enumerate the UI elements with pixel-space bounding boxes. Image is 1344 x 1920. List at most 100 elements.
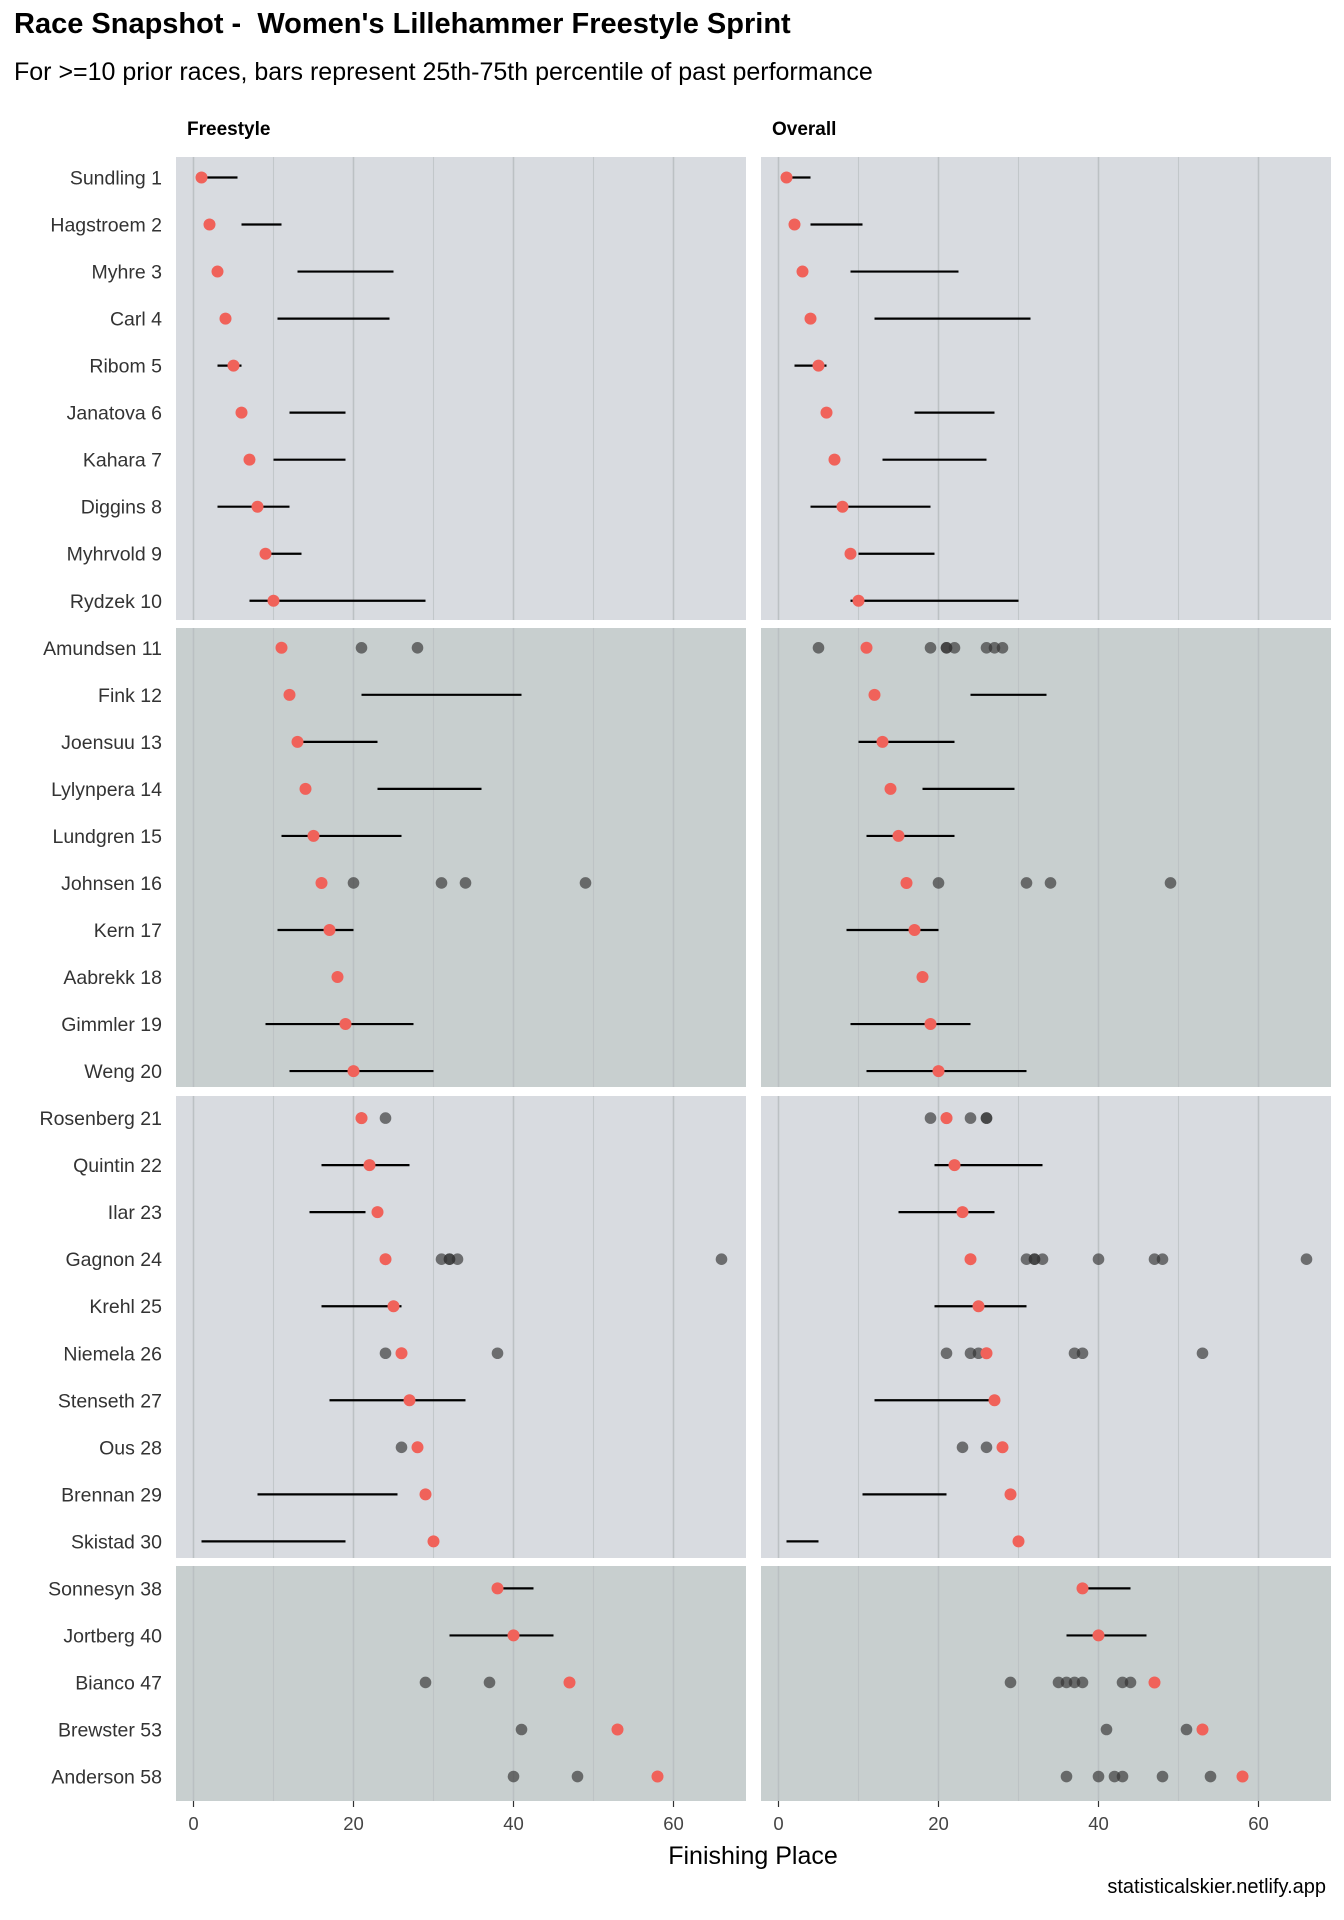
past-race-point bbox=[956, 1441, 969, 1454]
current-place-point bbox=[307, 829, 320, 842]
past-race-point bbox=[964, 1347, 977, 1360]
current-place-point bbox=[868, 688, 881, 701]
current-place-point bbox=[796, 265, 809, 278]
current-place-point bbox=[1076, 1582, 1089, 1595]
past-race-point bbox=[379, 1112, 392, 1124]
athlete-label: Kern 17 bbox=[94, 920, 162, 942]
panel-band bbox=[761, 1096, 1331, 1558]
current-place-point bbox=[411, 1441, 424, 1454]
panel-band bbox=[761, 1566, 1331, 1801]
past-race-point bbox=[395, 1441, 408, 1454]
current-place-point bbox=[900, 876, 913, 889]
current-place-point bbox=[235, 406, 248, 419]
athlete-label: Lylynpera 14 bbox=[51, 779, 162, 801]
past-race-point bbox=[980, 642, 993, 654]
past-race-point bbox=[924, 642, 937, 654]
current-place-point bbox=[299, 782, 312, 795]
past-race-point bbox=[1100, 1723, 1113, 1736]
athlete-label: Brewster 53 bbox=[58, 1719, 162, 1741]
panel-band bbox=[176, 157, 746, 620]
past-race-point bbox=[507, 1770, 520, 1783]
current-place-point bbox=[251, 500, 264, 513]
athlete-label: Bianco 47 bbox=[75, 1672, 162, 1694]
athlete-label: Sundling 1 bbox=[70, 168, 162, 190]
past-race-point bbox=[1076, 1676, 1089, 1689]
x-tick-label: 0 bbox=[773, 1813, 783, 1834]
current-place-point bbox=[932, 1065, 945, 1078]
past-race-point bbox=[1204, 1770, 1217, 1783]
past-race-point bbox=[491, 1347, 504, 1360]
past-race-point bbox=[1180, 1723, 1193, 1736]
current-place-point bbox=[323, 923, 336, 936]
current-place-point bbox=[804, 312, 817, 325]
current-place-point bbox=[379, 1253, 392, 1266]
past-race-point bbox=[411, 642, 424, 654]
past-race-point bbox=[1148, 1253, 1161, 1265]
current-place-point bbox=[1004, 1488, 1017, 1501]
athlete-label: Ous 28 bbox=[99, 1437, 162, 1459]
past-race-point bbox=[435, 877, 448, 889]
past-race-point bbox=[1044, 877, 1057, 889]
past-race-point bbox=[443, 1253, 456, 1265]
past-race-point bbox=[980, 1112, 993, 1124]
athlete-label: Janatova 6 bbox=[67, 403, 162, 425]
current-place-point bbox=[996, 1441, 1009, 1454]
past-race-point bbox=[812, 642, 825, 654]
current-place-point bbox=[860, 641, 873, 654]
past-race-point bbox=[459, 877, 472, 889]
past-race-point bbox=[1300, 1253, 1313, 1265]
athlete-label: Amundsen 11 bbox=[43, 638, 162, 660]
past-race-point bbox=[1092, 1770, 1105, 1783]
x-tick-label: 20 bbox=[928, 1813, 949, 1834]
panel-band bbox=[761, 628, 1331, 1087]
athlete-label: Carl 4 bbox=[110, 309, 162, 331]
current-place-point bbox=[507, 1629, 520, 1642]
past-race-point bbox=[1196, 1347, 1209, 1360]
past-race-point bbox=[940, 1347, 953, 1360]
current-place-point bbox=[1236, 1770, 1249, 1783]
current-place-point bbox=[1012, 1535, 1025, 1548]
current-place-point bbox=[956, 1206, 969, 1219]
athlete-label: Kahara 7 bbox=[83, 450, 162, 472]
current-place-point bbox=[227, 359, 240, 372]
past-race-point bbox=[980, 1441, 993, 1454]
current-place-point bbox=[275, 641, 288, 654]
athlete-label: Rosenberg 21 bbox=[39, 1108, 162, 1130]
current-place-point bbox=[852, 594, 865, 607]
current-place-point bbox=[427, 1535, 440, 1548]
past-race-point bbox=[579, 877, 592, 889]
current-place-point bbox=[291, 735, 304, 748]
current-place-point bbox=[892, 829, 905, 842]
facet-label: Freestyle bbox=[187, 119, 270, 140]
current-place-point bbox=[924, 1018, 937, 1031]
athlete-label: Lundgren 15 bbox=[52, 826, 162, 848]
past-race-point bbox=[1164, 877, 1177, 889]
current-place-point bbox=[948, 1159, 961, 1172]
current-place-point bbox=[283, 688, 296, 701]
past-race-point bbox=[1020, 877, 1033, 889]
past-race-point bbox=[1156, 1253, 1169, 1265]
athlete-label: Joensuu 13 bbox=[61, 732, 162, 754]
athlete-label: Myhre 3 bbox=[92, 262, 162, 284]
past-race-point bbox=[1052, 1676, 1065, 1689]
past-race-point bbox=[1092, 1253, 1105, 1265]
current-place-point bbox=[267, 594, 280, 607]
past-race-point bbox=[1004, 1676, 1017, 1689]
current-place-point bbox=[203, 218, 216, 231]
athlete-label: Fink 12 bbox=[98, 685, 162, 707]
current-place-point bbox=[964, 1253, 977, 1266]
current-place-point bbox=[972, 1300, 985, 1313]
athlete-label: Jortberg 40 bbox=[63, 1625, 162, 1647]
past-race-point bbox=[932, 877, 945, 889]
past-race-point bbox=[1116, 1770, 1129, 1783]
athlete-label: Rydzek 10 bbox=[70, 591, 162, 613]
current-place-point bbox=[1092, 1629, 1105, 1642]
current-place-point bbox=[780, 171, 793, 184]
athlete-label: Myhrvold 9 bbox=[67, 544, 162, 566]
current-place-point bbox=[788, 218, 801, 231]
current-place-point bbox=[395, 1347, 408, 1360]
athlete-label: Quintin 22 bbox=[73, 1155, 162, 1177]
current-place-point bbox=[491, 1582, 504, 1595]
athlete-label: Diggins 8 bbox=[81, 497, 162, 519]
current-place-point bbox=[651, 1770, 664, 1783]
